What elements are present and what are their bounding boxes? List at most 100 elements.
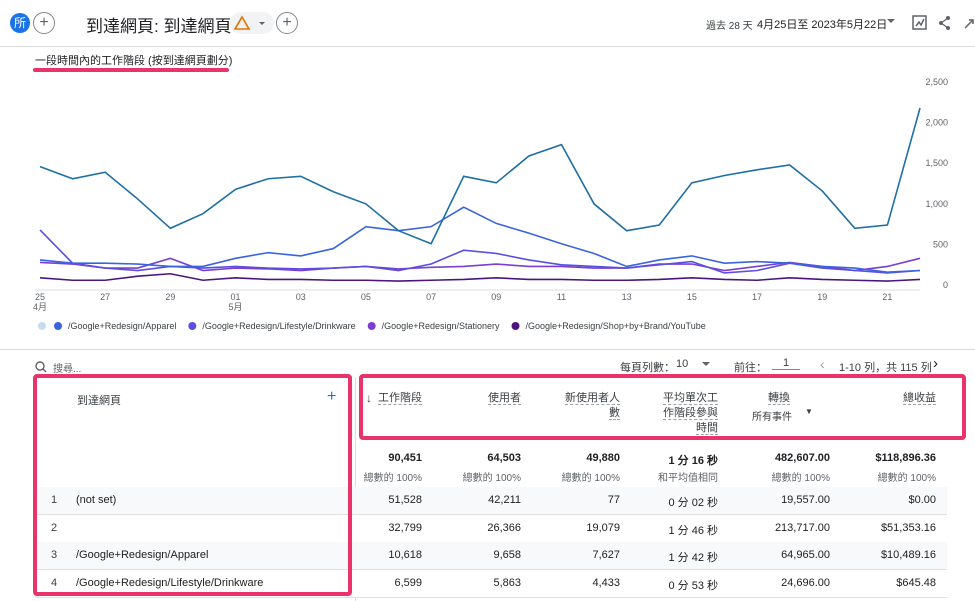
total-value: $118,896.36 [875, 452, 936, 464]
cell: 0 分 02 秒 [668, 497, 718, 509]
rows-dropdown[interactable] [700, 360, 712, 370]
x-tick-label: 17 [752, 292, 762, 302]
column-header[interactable]: 平均單次工作階段參與時間 [663, 392, 718, 434]
row-page[interactable]: /Google+Redesign/Lifestyle/Drinkware [76, 576, 264, 589]
cell: 42,211 [488, 494, 521, 506]
y-tick-label: 2,000 [925, 118, 948, 128]
legend-dot [511, 322, 520, 330]
report-title: 到達網頁: 到達網頁 [86, 17, 232, 36]
warning-icon [233, 15, 265, 30]
cell: 51,528 [388, 494, 422, 506]
total-note: 總數的 100% [561, 473, 620, 484]
annotation-box-dimension [33, 374, 352, 596]
divider [0, 349, 975, 350]
total-value: 64,503 [487, 452, 521, 464]
row-index: 3 [51, 549, 58, 561]
x-tick-label: 11 [557, 292, 566, 302]
cell: 1 分 42 秒 [668, 552, 718, 564]
total-value: 90,451 [388, 452, 422, 464]
legend-label: /Google+Redesign/Stationery [382, 321, 500, 331]
legend-label: /Google+Redesign/Shop+by+Brand/YouTube [526, 321, 706, 331]
row-page[interactable]: (not set) [76, 494, 117, 506]
cell: 4,433 [592, 576, 620, 589]
avatar[interactable]: 所 [10, 13, 30, 33]
cell: $10,489.16 [880, 549, 936, 561]
x-tick-label: 25 [35, 292, 45, 302]
header-icons [887, 15, 974, 30]
total-note: 總數的 100% [363, 473, 422, 484]
cell: 9,658 [493, 549, 521, 561]
legend-dot [54, 322, 62, 330]
total-value: 49,880 [586, 452, 620, 464]
add-comparison[interactable]: + [276, 12, 298, 34]
row-line [35, 596, 947, 598]
column-header[interactable]: 總收益 [903, 392, 936, 404]
row-bg [35, 487, 947, 514]
column-header[interactable]: 工作階段 [378, 392, 422, 404]
y-tick-label: 1,000 [925, 199, 948, 209]
x-month-label: 4月 [33, 302, 47, 312]
legend-dot [38, 322, 46, 330]
y-tick-label: 0 [943, 280, 948, 290]
y-tick-label: 1,500 [925, 158, 948, 168]
column-header[interactable]: 使用者 [488, 392, 521, 404]
row-page[interactable]: /Google+Redesign/Apparel [76, 549, 209, 561]
x-tick-label: 13 [622, 292, 632, 302]
legend-label: /Google+Redesign/Apparel [68, 321, 176, 331]
series-line [39, 272, 921, 282]
chart-title: 一段時間內的工作階段 (按到達網頁劃分) [35, 55, 233, 67]
rows-per-page-label: 每頁列數： [620, 362, 675, 374]
total-note: 總數的 100% [877, 473, 936, 484]
cell: 24,696.00 [781, 576, 830, 589]
row-bg [35, 514, 947, 542]
total-note: 和平均值相同 [658, 473, 718, 484]
add-dimension[interactable]: + [327, 388, 337, 405]
prev-page[interactable]: ‹ [820, 356, 825, 372]
filter-caret[interactable]: ▼ [805, 407, 813, 416]
rows-per-page[interactable]: 10 [676, 358, 689, 370]
search-input[interactable]: 搜尋... [53, 364, 82, 375]
legend-label: /Google+Redesign/Lifestyle/Drinkware [202, 321, 355, 331]
legend-dot [367, 322, 376, 330]
date-range[interactable]: 4月25日至 2023年5月22日 [757, 19, 888, 31]
next-page[interactable]: › [933, 355, 938, 372]
annotation-box-metrics [359, 374, 966, 440]
row-index: 4 [51, 576, 58, 589]
cell: 77 [607, 494, 620, 506]
cell: $0.00 [908, 494, 936, 506]
annotation-underline [33, 68, 229, 72]
x-tick-label: 19 [817, 292, 827, 302]
series-line [39, 107, 921, 245]
total-note: 總數的 100% [771, 473, 830, 484]
cell: 213,717.00 [774, 521, 830, 534]
x-tick-label: 29 [165, 292, 175, 302]
cell: $51,353.16 [880, 521, 936, 534]
cell: 7,627 [592, 549, 620, 561]
cell: 0 分 53 秒 [668, 579, 718, 592]
goto-input[interactable]: 1 [772, 357, 800, 370]
x-tick-label: 05 [361, 292, 371, 302]
x-tick-label: 09 [491, 292, 501, 302]
cell: 5,863 [493, 576, 521, 589]
x-month-label: 5月 [229, 302, 243, 312]
cell: 10,618 [388, 549, 422, 561]
legend-dot [188, 322, 197, 330]
warning-chip[interactable] [230, 12, 274, 34]
series-line [39, 229, 921, 274]
add-button[interactable]: + [33, 12, 55, 34]
total-value: 1 分 16 秒 [668, 455, 718, 467]
total-note: 總數的 100% [462, 473, 521, 484]
column-header[interactable]: 轉換 [768, 392, 790, 404]
search-icon [35, 361, 47, 373]
sort-indicator[interactable]: ↓ [366, 391, 372, 405]
column-header[interactable]: 新使用者人數 [565, 392, 620, 419]
x-tick-label: 01 [231, 292, 241, 302]
goto-label: 前往： [734, 362, 767, 374]
series-line [39, 206, 921, 273]
date-range-label: 過去 28 天 [706, 21, 753, 32]
x-tick-label: 07 [426, 292, 436, 302]
total-value: 482,607.00 [774, 452, 830, 464]
conversion-filter[interactable]: 所有事件 [752, 412, 792, 423]
